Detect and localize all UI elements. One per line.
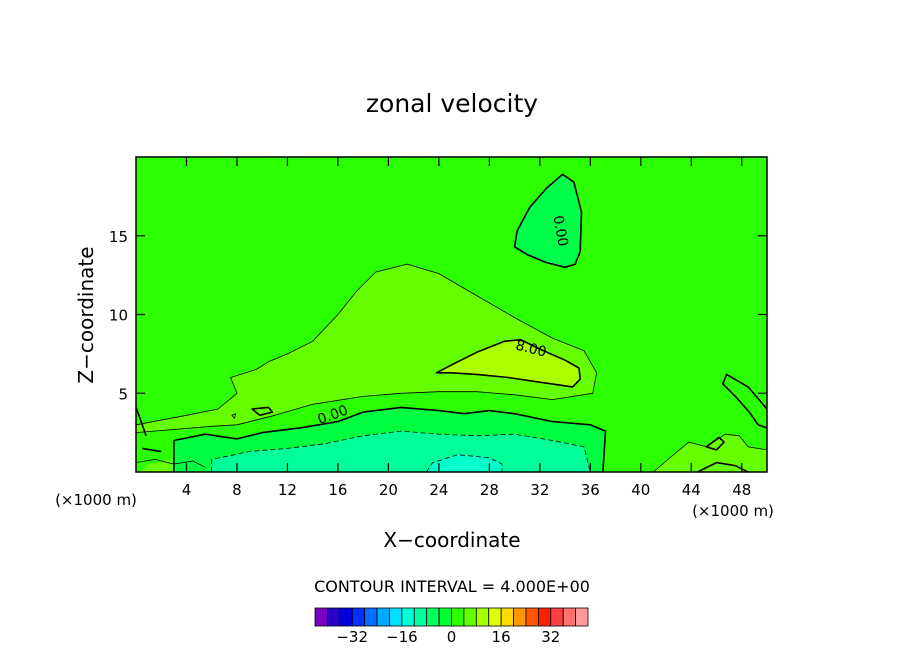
colorbar-swatch bbox=[376, 607, 390, 627]
y-multiplier-label: (×1000 m) bbox=[55, 491, 137, 509]
colorbar-swatch bbox=[463, 607, 477, 627]
colorbar-tick-label: −32 bbox=[336, 628, 368, 646]
contour-interval-label: CONTOUR INTERVAL = 4.000E+00 bbox=[314, 577, 590, 596]
x-tick-label: 32 bbox=[530, 481, 549, 499]
x-tick-label: 12 bbox=[278, 481, 297, 499]
y-axis-label: Z−coordinate bbox=[74, 246, 98, 383]
x-tick-label: 8 bbox=[232, 481, 242, 499]
y-tick-label: 5 bbox=[118, 385, 128, 403]
contour-label-1: 8.00 bbox=[514, 338, 548, 361]
contour-right-a bbox=[721, 373, 768, 429]
colorbar-swatch bbox=[575, 607, 589, 627]
x-tick-label: 16 bbox=[328, 481, 347, 499]
contour-label-0: 0.00 bbox=[549, 214, 570, 247]
colorbar-tick-label: −16 bbox=[386, 628, 418, 646]
colorbar-swatch bbox=[364, 607, 378, 627]
x-tick-label: 4 bbox=[182, 481, 192, 499]
y-tick-label: 15 bbox=[109, 228, 128, 246]
x-axis: 4 8 12 16 20 24 28 32 36 40 44 48 bbox=[182, 157, 751, 499]
contour-left-edge bbox=[135, 407, 147, 437]
contour-neg8 bbox=[425, 454, 503, 473]
contour-lines bbox=[135, 173, 768, 473]
x-tick-label: 48 bbox=[732, 481, 751, 499]
colorbar-swatch bbox=[475, 607, 490, 627]
colorbar-tick-label: 0 bbox=[447, 628, 457, 646]
colorbar-swatch bbox=[389, 607, 403, 627]
colorbar-tick-label: 16 bbox=[492, 628, 511, 646]
contour-zero-lower bbox=[173, 406, 607, 473]
contour-neg4 bbox=[211, 430, 591, 473]
contour-surface-left bbox=[135, 458, 206, 468]
colorbar-swatch bbox=[562, 607, 576, 627]
x-tick-label: 36 bbox=[581, 481, 600, 499]
colorbar: −32 −16 0 16 32 bbox=[314, 607, 589, 646]
region-negative-cell-upper bbox=[514, 174, 582, 268]
x-axis-label: X−coordinate bbox=[383, 528, 520, 552]
colorbar-swatch bbox=[426, 607, 440, 627]
contour-lower-left bbox=[142, 447, 162, 453]
contour-small-left-b bbox=[231, 413, 237, 419]
colorbar-swatch bbox=[351, 607, 366, 627]
colorbar-swatch bbox=[525, 607, 539, 627]
x-tick-label: 28 bbox=[480, 481, 499, 499]
contour-eight bbox=[435, 338, 582, 388]
colorbar-swatch bbox=[413, 607, 428, 627]
colorbar-swatch bbox=[500, 607, 514, 627]
colorbar-swatch bbox=[314, 607, 328, 627]
region-surface-lobe-a bbox=[653, 434, 767, 472]
x-multiplier-label: (×1000 m) bbox=[692, 502, 774, 520]
contour-four bbox=[135, 263, 597, 433]
contour-right-c bbox=[653, 433, 768, 473]
x-tick-label: 40 bbox=[631, 481, 650, 499]
y-tick-label: 10 bbox=[109, 307, 128, 325]
contour-zero-upper bbox=[513, 173, 583, 269]
colorbar-tick-label: 32 bbox=[541, 628, 560, 646]
colorbar-swatch bbox=[550, 607, 564, 627]
colorbar-swatch bbox=[438, 607, 452, 627]
chart-title: zonal velocity bbox=[366, 89, 538, 118]
plot-area bbox=[136, 157, 767, 472]
colorbar-swatch bbox=[451, 607, 465, 627]
contour-right-b bbox=[705, 436, 725, 451]
colorbar-swatch bbox=[401, 607, 415, 627]
colorbar-swatch bbox=[537, 607, 552, 627]
y-axis: 5 10 15 bbox=[109, 228, 767, 403]
x-tick-label: 44 bbox=[682, 481, 701, 499]
contour-small-left bbox=[251, 406, 274, 417]
colorbar-swatch bbox=[339, 607, 353, 627]
x-tick-label: 20 bbox=[379, 481, 398, 499]
colorbar-swatch bbox=[513, 607, 527, 627]
colorbar-swatch bbox=[327, 607, 341, 627]
colorbar-swatch bbox=[488, 607, 502, 627]
x-tick-label: 24 bbox=[429, 481, 448, 499]
region-positive-lobe-4 bbox=[136, 264, 597, 433]
